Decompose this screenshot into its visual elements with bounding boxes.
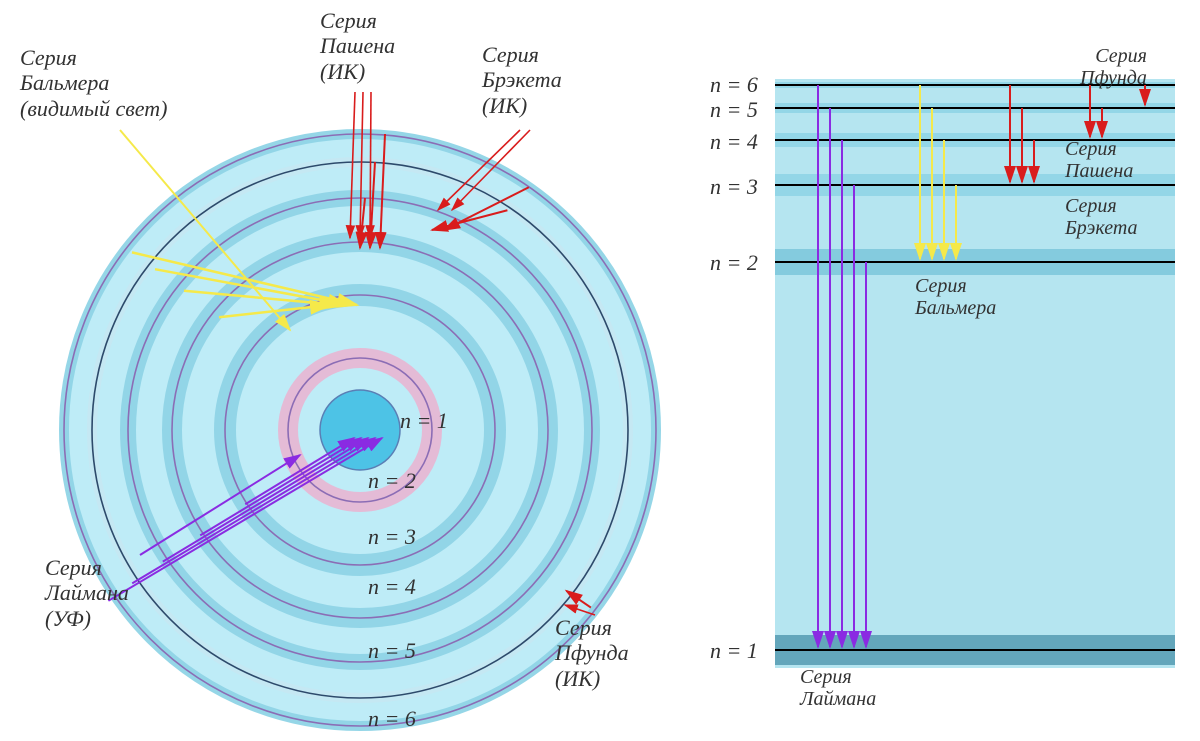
level-n4: n = 4 <box>710 129 758 155</box>
label-lyman: Серия Лаймана (УФ) <box>45 555 129 631</box>
text: Пфунда <box>555 640 629 665</box>
text: Серия <box>45 555 102 580</box>
text: Бальмера <box>915 297 996 319</box>
text: Серия <box>555 615 612 640</box>
elabel-paschen: Серия Пашена <box>1065 138 1133 182</box>
orbit-n6: n = 6 <box>368 706 416 732</box>
elabel-pfund: Серия Пфунда <box>1080 45 1147 89</box>
text: Лаймана <box>45 580 129 605</box>
text: Брэкета <box>1065 217 1138 239</box>
text: (ИК) <box>482 93 527 118</box>
orbit-n1: n = 1 <box>400 408 448 434</box>
level-n1: n = 1 <box>710 638 758 664</box>
text: Серия <box>482 42 539 67</box>
text: Серия <box>1065 195 1117 217</box>
label-balmer: Серия Бальмера (видимый свет) <box>20 45 167 121</box>
text: Серия <box>20 45 77 70</box>
orbit-n4: n = 4 <box>368 574 416 600</box>
text: Серия <box>1065 138 1117 160</box>
diagram-container: Серия Бальмера (видимый свет) Серия Паше… <box>0 0 1200 741</box>
text: Пашена <box>1065 160 1133 182</box>
text: Пфунда <box>1080 67 1147 89</box>
text: Пашена <box>320 33 395 58</box>
orbit-n2: n = 2 <box>368 468 416 494</box>
label-brackett: Серия Брэкета (ИК) <box>482 42 562 118</box>
label-pfund: Серия Пфунда (ИК) <box>555 615 629 691</box>
label-paschen: Серия Пашена (ИК) <box>320 8 395 84</box>
text: Серия <box>1095 45 1147 67</box>
text: (ИК) <box>320 59 365 84</box>
elabel-lyman: Серия Лаймана <box>800 666 876 710</box>
text: (видимый свет) <box>20 96 167 121</box>
orbit-n5: n = 5 <box>368 638 416 664</box>
elabel-brackett: Серия Брэкета <box>1065 195 1138 239</box>
orbit-n3: n = 3 <box>368 524 416 550</box>
text: Серия <box>800 666 852 688</box>
text: (УФ) <box>45 606 91 631</box>
text: Серия <box>915 275 967 297</box>
level-n5: n = 5 <box>710 97 758 123</box>
level-n2: n = 2 <box>710 250 758 276</box>
text: Бальмера <box>20 70 109 95</box>
elabel-balmer: Серия Бальмера <box>915 275 996 319</box>
level-n6: n = 6 <box>710 72 758 98</box>
text: Серия <box>320 8 377 33</box>
text: (ИК) <box>555 666 600 691</box>
level-n3: n = 3 <box>710 174 758 200</box>
text: Брэкета <box>482 67 562 92</box>
text: Лаймана <box>800 688 876 710</box>
